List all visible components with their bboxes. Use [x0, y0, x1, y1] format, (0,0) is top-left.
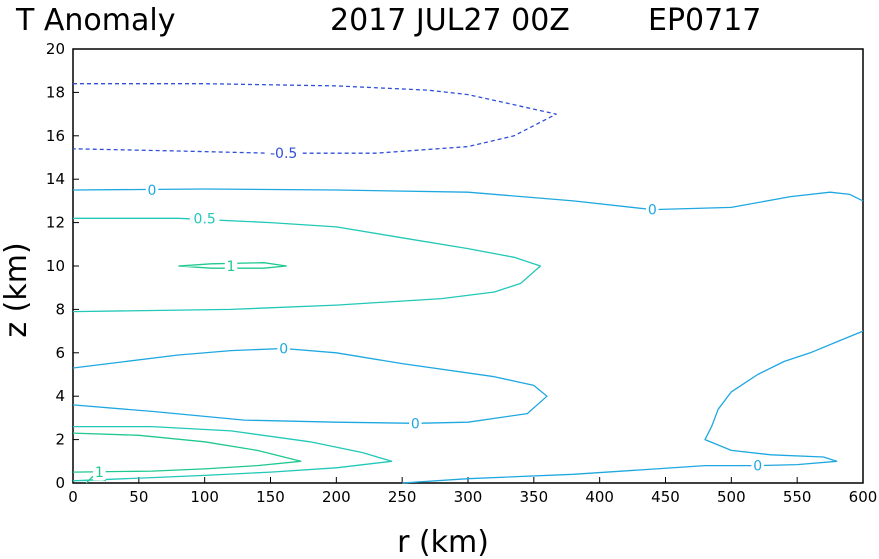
- chart-storm-id: EP0717: [648, 3, 761, 38]
- contour-label-6: 0: [411, 416, 420, 432]
- contour-label-bg: [751, 457, 764, 474]
- chart-title: T Anomaly: [15, 3, 175, 38]
- y-tick-label: 10: [46, 257, 65, 275]
- y-tick-label: 2: [55, 431, 65, 449]
- x-tick-label: 200: [322, 488, 351, 506]
- x-tick-label: 0: [68, 488, 78, 506]
- contour-label-bg: [264, 145, 303, 162]
- contour-line-0: [72, 83, 557, 154]
- contour-label-bg: [93, 464, 106, 481]
- contour-label-bg: [224, 258, 238, 274]
- axis-ticks: 0 50 100 150 200 250 300 350 400 450 500 550 6000246…: [46, 40, 877, 506]
- x-tick-label: 100: [190, 488, 219, 506]
- contour-label-8: 1: [95, 465, 104, 481]
- y-tick-label: 4: [55, 387, 65, 405]
- x-tick-label: 300: [454, 488, 483, 506]
- contour-label-bg: [277, 340, 290, 357]
- x-tick-label: 50: [129, 488, 148, 506]
- contour-line-3: [72, 217, 542, 313]
- x-axis-label: r (km): [397, 525, 489, 559]
- x-tick-label: 350: [520, 488, 549, 506]
- y-tick-label: 20: [46, 40, 65, 58]
- x-tick-label: 500: [717, 488, 746, 506]
- contour-line-1: [72, 188, 864, 211]
- contour-label-9: 0: [753, 459, 762, 475]
- contour-line-5: [72, 347, 548, 424]
- contour-lines: [72, 83, 864, 484]
- contour-label-0: -0.5: [270, 146, 297, 162]
- contour-label-1: 0: [148, 183, 157, 199]
- contour-label-4: 1: [227, 259, 236, 275]
- x-tick-label: 600: [849, 488, 878, 506]
- y-tick-label: 16: [46, 127, 65, 145]
- y-tick-label: 0: [55, 474, 65, 492]
- contour-label-bg: [145, 182, 159, 199]
- contour-line-7: [72, 425, 393, 482]
- x-tick-label: 550: [783, 488, 812, 506]
- contour-label-2: 0: [648, 203, 657, 219]
- contour-line-8: [72, 432, 302, 473]
- contour-label-3: 0.5: [194, 211, 216, 227]
- contour-labels: -0.5 0 0 0.5 1 0 0 1 0: [93, 145, 764, 481]
- contour-label-bg: [409, 415, 422, 432]
- x-tick-label: 450: [651, 488, 680, 506]
- x-tick-label: 150: [256, 488, 285, 506]
- chart-datetime: 2017 JUL27 00Z: [330, 3, 570, 38]
- contour-label-5: 0: [279, 341, 288, 357]
- y-tick-label: 14: [46, 170, 65, 188]
- x-tick-label: 400: [585, 488, 614, 506]
- contour-label-bg: [646, 201, 659, 218]
- y-tick-label: 12: [46, 214, 65, 232]
- y-tick-label: 18: [46, 83, 65, 101]
- x-tick-label: 250: [388, 488, 417, 506]
- plot-frame: [72, 48, 864, 484]
- y-axis-label: z (km): [0, 242, 34, 337]
- y-tick-label: 6: [55, 344, 65, 362]
- contour-line-4: [178, 262, 287, 269]
- contour-label-bg: [189, 210, 220, 227]
- y-tick-label: 8: [55, 300, 65, 318]
- contour-line-9: [402, 330, 864, 484]
